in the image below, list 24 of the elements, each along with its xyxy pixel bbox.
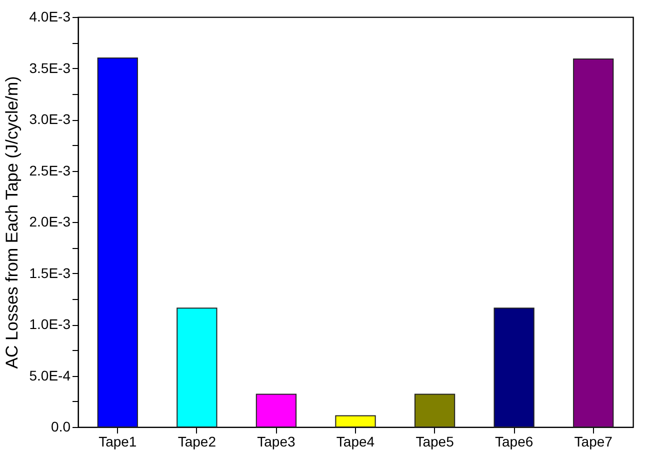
x-tick-label: Tape1 [98, 434, 137, 450]
y-axis-title: AC Losses from Each Tape (J/cycle/m) [2, 76, 22, 369]
y-tick-label: 5.0E-4 [29, 367, 71, 384]
bar [97, 58, 138, 428]
y-tick-label: 4.0E-3 [29, 8, 71, 24]
x-tick-label: Tape2 [178, 434, 216, 450]
bar [414, 394, 456, 428]
x-tick-label: Tape3 [257, 434, 296, 450]
y-tick-label: 3.0E-3 [29, 111, 71, 127]
bar [256, 394, 297, 428]
x-tick-label: Tape6 [494, 434, 534, 450]
x-tick-label: Tape7 [574, 434, 613, 450]
y-tick-label: 1.5E-3 [29, 264, 71, 281]
x-tick-label: Tape5 [416, 434, 454, 450]
bar [494, 308, 534, 428]
y-tick-label: 2.5E-3 [29, 162, 71, 178]
bar [335, 415, 376, 428]
x-tick-label: Tape4 [336, 434, 375, 450]
y-tick-label: 2.0E-3 [29, 214, 71, 230]
bar [573, 58, 614, 428]
y-tick-label: 0.0 [51, 418, 71, 434]
bar [176, 308, 218, 428]
y-tick-label: 3.5E-3 [29, 60, 71, 76]
y-tick-label: 1.0E-3 [29, 316, 71, 332]
